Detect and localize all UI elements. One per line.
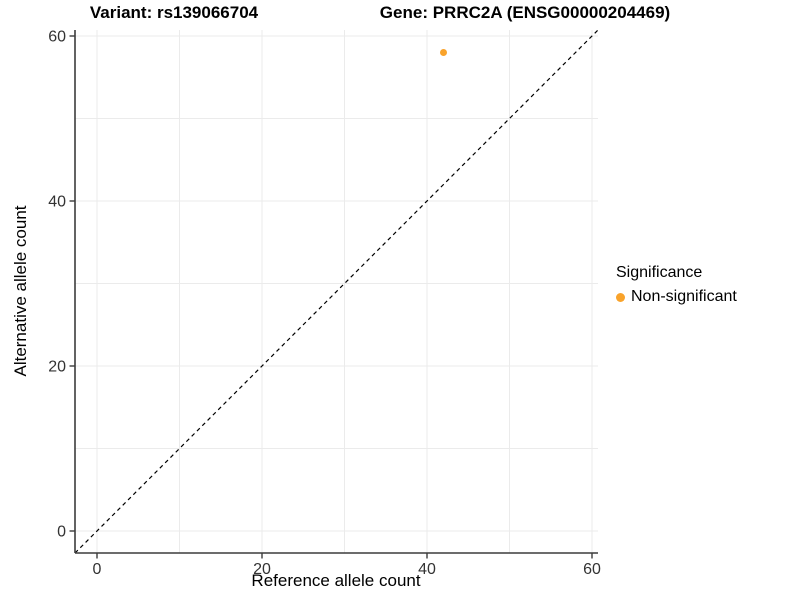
legend-item-label: Non-significant <box>631 288 737 305</box>
data-point <box>440 49 447 56</box>
y-tick-label: 0 <box>57 524 66 541</box>
y-tick-label: 60 <box>48 29 66 46</box>
variant-title: Variant: rs139066704 <box>89 3 259 22</box>
x-tick-label: 40 <box>418 561 436 578</box>
y-tick-label: 40 <box>48 194 66 211</box>
legend-item: Non-significant <box>616 288 737 306</box>
x-tick-label: 0 <box>93 561 102 578</box>
x-tick-label: 20 <box>253 561 271 578</box>
y-axis-title: Alternative allele count <box>11 205 30 377</box>
legend: Significance Non-significant <box>616 264 737 306</box>
legend-point-icon <box>616 292 625 302</box>
legend-title: Significance <box>616 264 703 281</box>
identity-dashed-line <box>74 29 599 554</box>
x-axis-title: Reference allele count <box>251 571 421 590</box>
y-tick-label: 20 <box>48 359 66 376</box>
x-tick-label: 60 <box>583 561 601 578</box>
gene-title: Gene: PRRC2A (ENSG00000204469) <box>379 3 671 22</box>
